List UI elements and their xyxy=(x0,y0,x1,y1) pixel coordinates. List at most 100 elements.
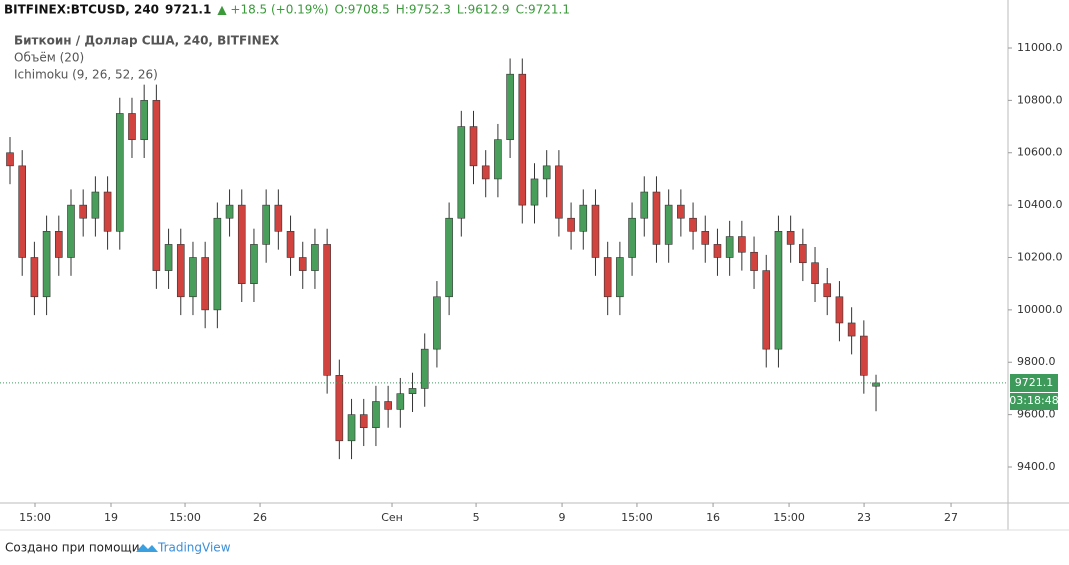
y-tick-label: 10200.0 xyxy=(1017,250,1063,263)
candle-body xyxy=(701,231,710,245)
candle-body xyxy=(555,165,563,219)
candle-body xyxy=(677,204,685,219)
candle-body xyxy=(311,244,319,271)
candle-body xyxy=(506,73,514,140)
candle-body xyxy=(725,236,734,258)
candle-body xyxy=(457,126,466,219)
candle-body xyxy=(835,296,844,324)
candle-body xyxy=(518,73,527,206)
candle-body xyxy=(433,296,441,350)
x-tick-label: 15:00 xyxy=(773,511,805,524)
candle-body xyxy=(567,217,575,232)
candle-body xyxy=(591,204,600,258)
candle-body xyxy=(774,231,783,350)
candle-body xyxy=(323,244,331,376)
candle-body xyxy=(335,375,344,442)
x-tick-label: 19 xyxy=(104,511,118,524)
legend-main: Биткоин / Доллар США, 240, BITFINEX xyxy=(14,34,280,48)
x-tick-label: 9 xyxy=(559,511,566,524)
candle-body xyxy=(494,139,502,180)
candle-body xyxy=(786,231,795,245)
candle-body xyxy=(860,335,868,376)
candle-body xyxy=(18,165,26,258)
x-tick-label: 16 xyxy=(706,511,720,524)
candle-body xyxy=(408,388,417,394)
candle-body xyxy=(91,191,100,219)
y-tick-label: 9600.0 xyxy=(1017,408,1056,421)
candle-body xyxy=(603,257,612,298)
candle-body xyxy=(237,204,246,284)
candle-body xyxy=(823,283,832,298)
open-label: O:9708.5 xyxy=(335,3,390,17)
candle-body xyxy=(67,204,75,258)
candle-body xyxy=(176,244,185,298)
candle-body xyxy=(445,217,453,298)
y-tick-label: 10600.0 xyxy=(1017,146,1063,159)
y-tick-label: 10800.0 xyxy=(1017,93,1063,106)
candle-body xyxy=(262,204,270,245)
candle-body xyxy=(152,100,161,271)
symbol: BITFINEX:BTCUSD, 240 xyxy=(4,3,159,17)
candle-body xyxy=(115,113,124,232)
candle-body xyxy=(799,244,807,264)
candle-body xyxy=(347,414,356,442)
x-tick-label: Сен xyxy=(381,511,403,524)
candle-body xyxy=(140,100,148,140)
last-price-box xyxy=(1010,374,1058,392)
candle-body xyxy=(750,251,758,271)
candle-body xyxy=(298,257,307,271)
footer-brand[interactable]: TradingView xyxy=(157,541,231,555)
candle-body xyxy=(250,244,258,284)
x-tick-label: 23 xyxy=(857,511,871,524)
candle-body xyxy=(359,414,368,429)
candle-body xyxy=(128,113,136,140)
candle-body xyxy=(847,322,856,337)
candle-body xyxy=(384,401,392,410)
candle-body xyxy=(164,244,173,271)
candle-body xyxy=(689,217,697,232)
footer-text: Создано при помощи xyxy=(5,541,140,555)
low-label: L:9612.9 xyxy=(457,3,510,17)
change: ▲ +18.5 (+0.19%) xyxy=(217,3,328,17)
countdown: 03:18:48 xyxy=(1009,394,1058,407)
candle-body xyxy=(201,257,209,311)
candle-body xyxy=(469,126,478,167)
candle-body xyxy=(274,204,283,232)
y-tick-label: 9800.0 xyxy=(1017,355,1056,368)
candle-body xyxy=(542,165,551,180)
y-tick-label: 10400.0 xyxy=(1017,198,1063,211)
candle-body xyxy=(213,217,222,311)
candle-body xyxy=(420,348,429,389)
tradingview-logo xyxy=(136,544,158,552)
candle-body xyxy=(713,244,722,258)
header: BITFINEX:BTCUSD, 240 9721.1 ▲ +18.5 (+0.… xyxy=(4,3,570,82)
last-price: 9721.1 xyxy=(165,3,211,17)
candle-body xyxy=(579,204,588,232)
x-tick-label: 27 xyxy=(944,511,958,524)
candle-body xyxy=(54,231,63,258)
candle-body xyxy=(372,401,380,429)
candle-body xyxy=(103,191,112,232)
candle-body xyxy=(664,204,673,245)
x-tick-label: 26 xyxy=(253,511,267,524)
candle-body xyxy=(42,231,51,298)
close-label: C:9721.1 xyxy=(516,3,570,17)
countdown-box xyxy=(1010,393,1058,410)
high-label: H:9752.3 xyxy=(396,3,451,17)
candle-body xyxy=(79,204,87,219)
candle-body xyxy=(225,204,234,219)
y-tick-label: 11000.0 xyxy=(1017,41,1063,54)
x-tick-label: 5 xyxy=(473,511,480,524)
candle-body xyxy=(616,257,624,298)
candle-body xyxy=(481,165,490,180)
candle-body xyxy=(652,191,661,245)
candle-body xyxy=(396,393,405,410)
candle-body xyxy=(628,217,636,258)
candle-body xyxy=(640,191,649,219)
legend-ichimoku: Ichimoku (9, 26, 52, 26) xyxy=(14,68,158,82)
candle-body xyxy=(811,262,819,284)
